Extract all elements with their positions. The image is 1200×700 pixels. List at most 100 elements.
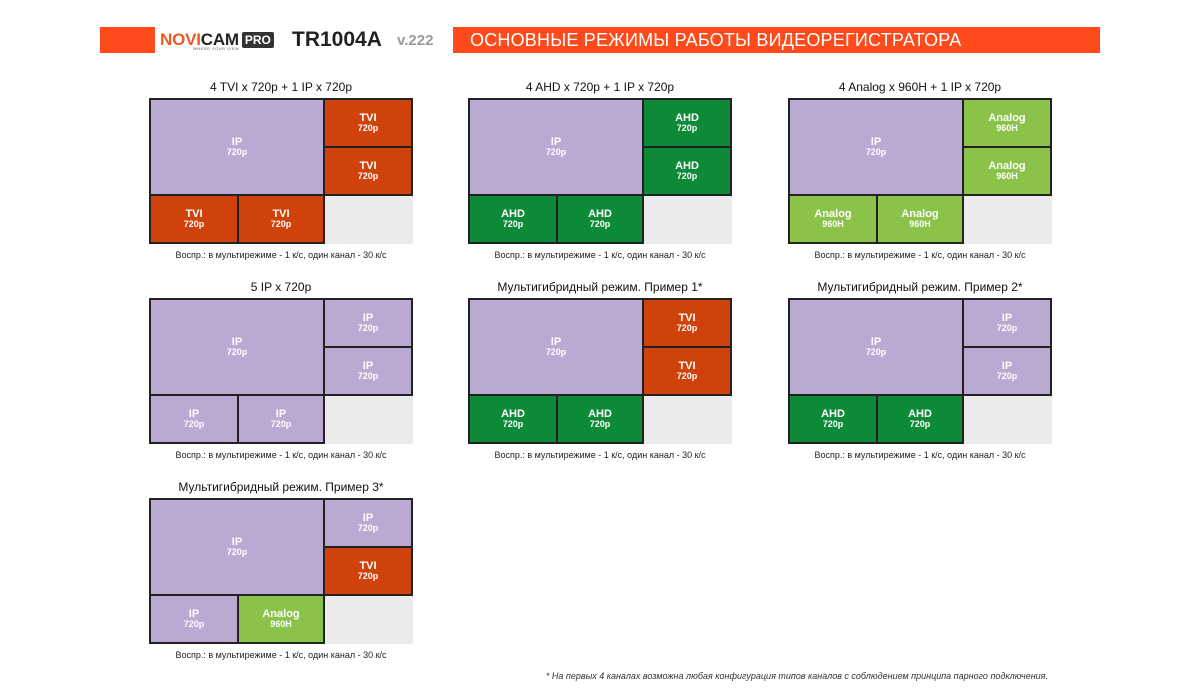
mode-panel-4tvi: 4 TVI x 720p + 1 IP x 720p IP 720p TVI 720… — [149, 80, 413, 260]
channel-resolution: 720p — [909, 419, 931, 430]
mode-panel-4analog: 4 Analog x 960H + 1 IP x 720p IP 720p Ana… — [788, 80, 1052, 260]
channel-type: IP — [231, 535, 243, 548]
channel-type: IP — [231, 135, 243, 148]
channel-cell-ip: IP 720p — [149, 98, 325, 196]
channel-resolution: 720p — [357, 371, 379, 382]
channel-cell-tvi: TVI 720p — [323, 546, 413, 596]
channel-cell-tvi: TVI 720p — [237, 194, 325, 244]
channel-cell-ip: IP 720p — [962, 346, 1052, 396]
channel-cell-tvi: TVI 720p — [642, 298, 732, 348]
channel-type: IP — [870, 135, 882, 148]
channel-grid: IP 720p AHD 720p AHD 720p AHD 720p AHD 720p — [468, 98, 732, 244]
firmware-version: v.222 — [397, 32, 434, 49]
channel-type: TVI — [272, 207, 290, 220]
mode-panel-hybrid-1: Мультигибридный режим. Пример 1* IP 720p … — [468, 280, 732, 460]
channel-resolution: 720p — [676, 123, 698, 134]
channel-resolution: 720p — [357, 571, 379, 582]
channel-resolution: 720p — [676, 371, 698, 382]
channel-type: TVI — [678, 359, 696, 372]
channel-cell-ahd: AHD 720p — [468, 394, 558, 444]
playback-caption: Воспр.: в мультирежиме - 1 к/с, один кан… — [814, 250, 1026, 260]
brand-logo-cam: CAM — [200, 30, 239, 49]
channel-resolution: 720p — [996, 371, 1018, 382]
channel-resolution: 720p — [357, 523, 379, 534]
header-title-bar — [453, 27, 1100, 53]
channel-resolution: 720p — [270, 419, 292, 430]
channel-cell-ahd: AHD 720p — [468, 194, 558, 244]
mode-panel-hybrid-3: Мультигибридный режим. Пример 3* IP 720p … — [149, 480, 413, 660]
channel-resolution: 720p — [183, 219, 205, 230]
channel-grid: IP 720p IP 720p IP 720p IP 720p IP 720p — [149, 298, 413, 444]
channel-resolution: 960H — [270, 619, 292, 630]
channel-type: Analog — [901, 207, 939, 220]
playback-caption: Воспр.: в мультирежиме - 1 к/с, один кан… — [814, 450, 1026, 460]
page-title: ОСНОВНЫЕ РЕЖИМЫ РАБОТЫ ВИДЕОРЕГИСТРАТОРА — [470, 30, 962, 50]
brand-logo: NOVI CAM PRO — [160, 27, 274, 53]
channel-resolution: 720p — [270, 219, 292, 230]
channel-resolution: 720p — [545, 347, 567, 358]
mode-panel-5ip: 5 IP x 720p IP 720p IP 720p IP 720p IP 720p … — [149, 280, 413, 460]
channel-cell-ahd: AHD 720p — [642, 146, 732, 196]
channel-type: Analog — [988, 111, 1026, 124]
channel-grid: IP 720p TVI 720p TVI 720p TVI 720p TVI 720p — [149, 98, 413, 244]
channel-grid: IP 720p TVI 720p TVI 720p AHD 720p AHD 720p — [468, 298, 732, 444]
channel-cell-ip: IP 720p — [468, 98, 644, 196]
channel-cell-ip: IP 720p — [149, 298, 325, 396]
channel-cell-ip: IP 720p — [149, 394, 239, 444]
playback-caption: Воспр.: в мультирежиме - 1 к/с, один кан… — [494, 250, 706, 260]
channel-cell-analog: Analog 960H — [962, 98, 1052, 148]
channel-cell-ahd: AHD 720p — [876, 394, 964, 444]
channel-cell-ip: IP 720p — [149, 594, 239, 644]
channel-resolution: 720p — [357, 171, 379, 182]
channel-resolution: 720p — [226, 147, 248, 158]
channel-type: TVI — [359, 559, 377, 572]
channel-resolution: 720p — [676, 323, 698, 334]
channel-resolution: 720p — [589, 219, 611, 230]
channel-type: Analog — [988, 159, 1026, 172]
channel-type: AHD — [821, 407, 845, 420]
channel-type: AHD — [501, 407, 525, 420]
channel-resolution: 960H — [996, 171, 1018, 182]
channel-type: AHD — [588, 407, 612, 420]
mode-title: 4 Analog x 960H + 1 IP x 720p — [838, 80, 1002, 94]
channel-resolution: 960H — [996, 123, 1018, 134]
channel-cell-ahd: AHD 720p — [556, 194, 644, 244]
channel-cell-analog: Analog 960H — [876, 194, 964, 244]
channel-cell-ip: IP 720p — [788, 98, 964, 196]
channel-resolution: 720p — [502, 419, 524, 430]
playback-caption: Воспр.: в мультирежиме - 1 к/с, один кан… — [175, 650, 387, 660]
channel-resolution: 720p — [357, 123, 379, 134]
channel-cell-ip: IP 720p — [237, 394, 325, 444]
channel-type: TVI — [359, 111, 377, 124]
channel-type: TVI — [359, 159, 377, 172]
playback-caption: Воспр.: в мультирежиме - 1 к/с, один кан… — [175, 450, 387, 460]
channel-cell-ip: IP 720p — [788, 298, 964, 396]
channel-type: IP — [188, 607, 200, 620]
channel-type: TVI — [185, 207, 203, 220]
channel-cell-tvi: TVI 720p — [323, 146, 413, 196]
mode-panel-hybrid-2: Мультигибридный режим. Пример 2* IP 720p … — [788, 280, 1052, 460]
mode-title: Мультигибридный режим. Пример 1* — [497, 280, 703, 294]
channel-resolution: 720p — [226, 347, 248, 358]
channel-resolution: 720p — [865, 147, 887, 158]
channel-resolution: 960H — [822, 219, 844, 230]
mode-title: Мультигибридный режим. Пример 2* — [817, 280, 1023, 294]
channel-type: AHD — [501, 207, 525, 220]
header-accent-bar-left — [100, 27, 155, 53]
channel-grid: IP 720p IP 720p TVI 720p IP 720p Analog 960H — [149, 498, 413, 644]
channel-cell-analog: Analog 960H — [962, 146, 1052, 196]
channel-cell-tvi: TVI 720p — [323, 98, 413, 148]
channel-type: IP — [1001, 359, 1013, 372]
channel-resolution: 720p — [226, 547, 248, 558]
channel-type: AHD — [675, 159, 699, 172]
channel-cell-ip: IP 720p — [962, 298, 1052, 348]
channel-type: IP — [231, 335, 243, 348]
channel-type: AHD — [588, 207, 612, 220]
channel-resolution: 720p — [502, 219, 524, 230]
channel-resolution: 960H — [909, 219, 931, 230]
channel-resolution: 720p — [183, 419, 205, 430]
channel-cell-ip: IP 720p — [323, 498, 413, 548]
channel-cell-ahd: AHD 720p — [788, 394, 878, 444]
playback-caption: Воспр.: в мультирежиме - 1 к/с, один кан… — [175, 250, 387, 260]
mode-title: 4 AHD x 720p + 1 IP x 720p — [525, 80, 675, 94]
